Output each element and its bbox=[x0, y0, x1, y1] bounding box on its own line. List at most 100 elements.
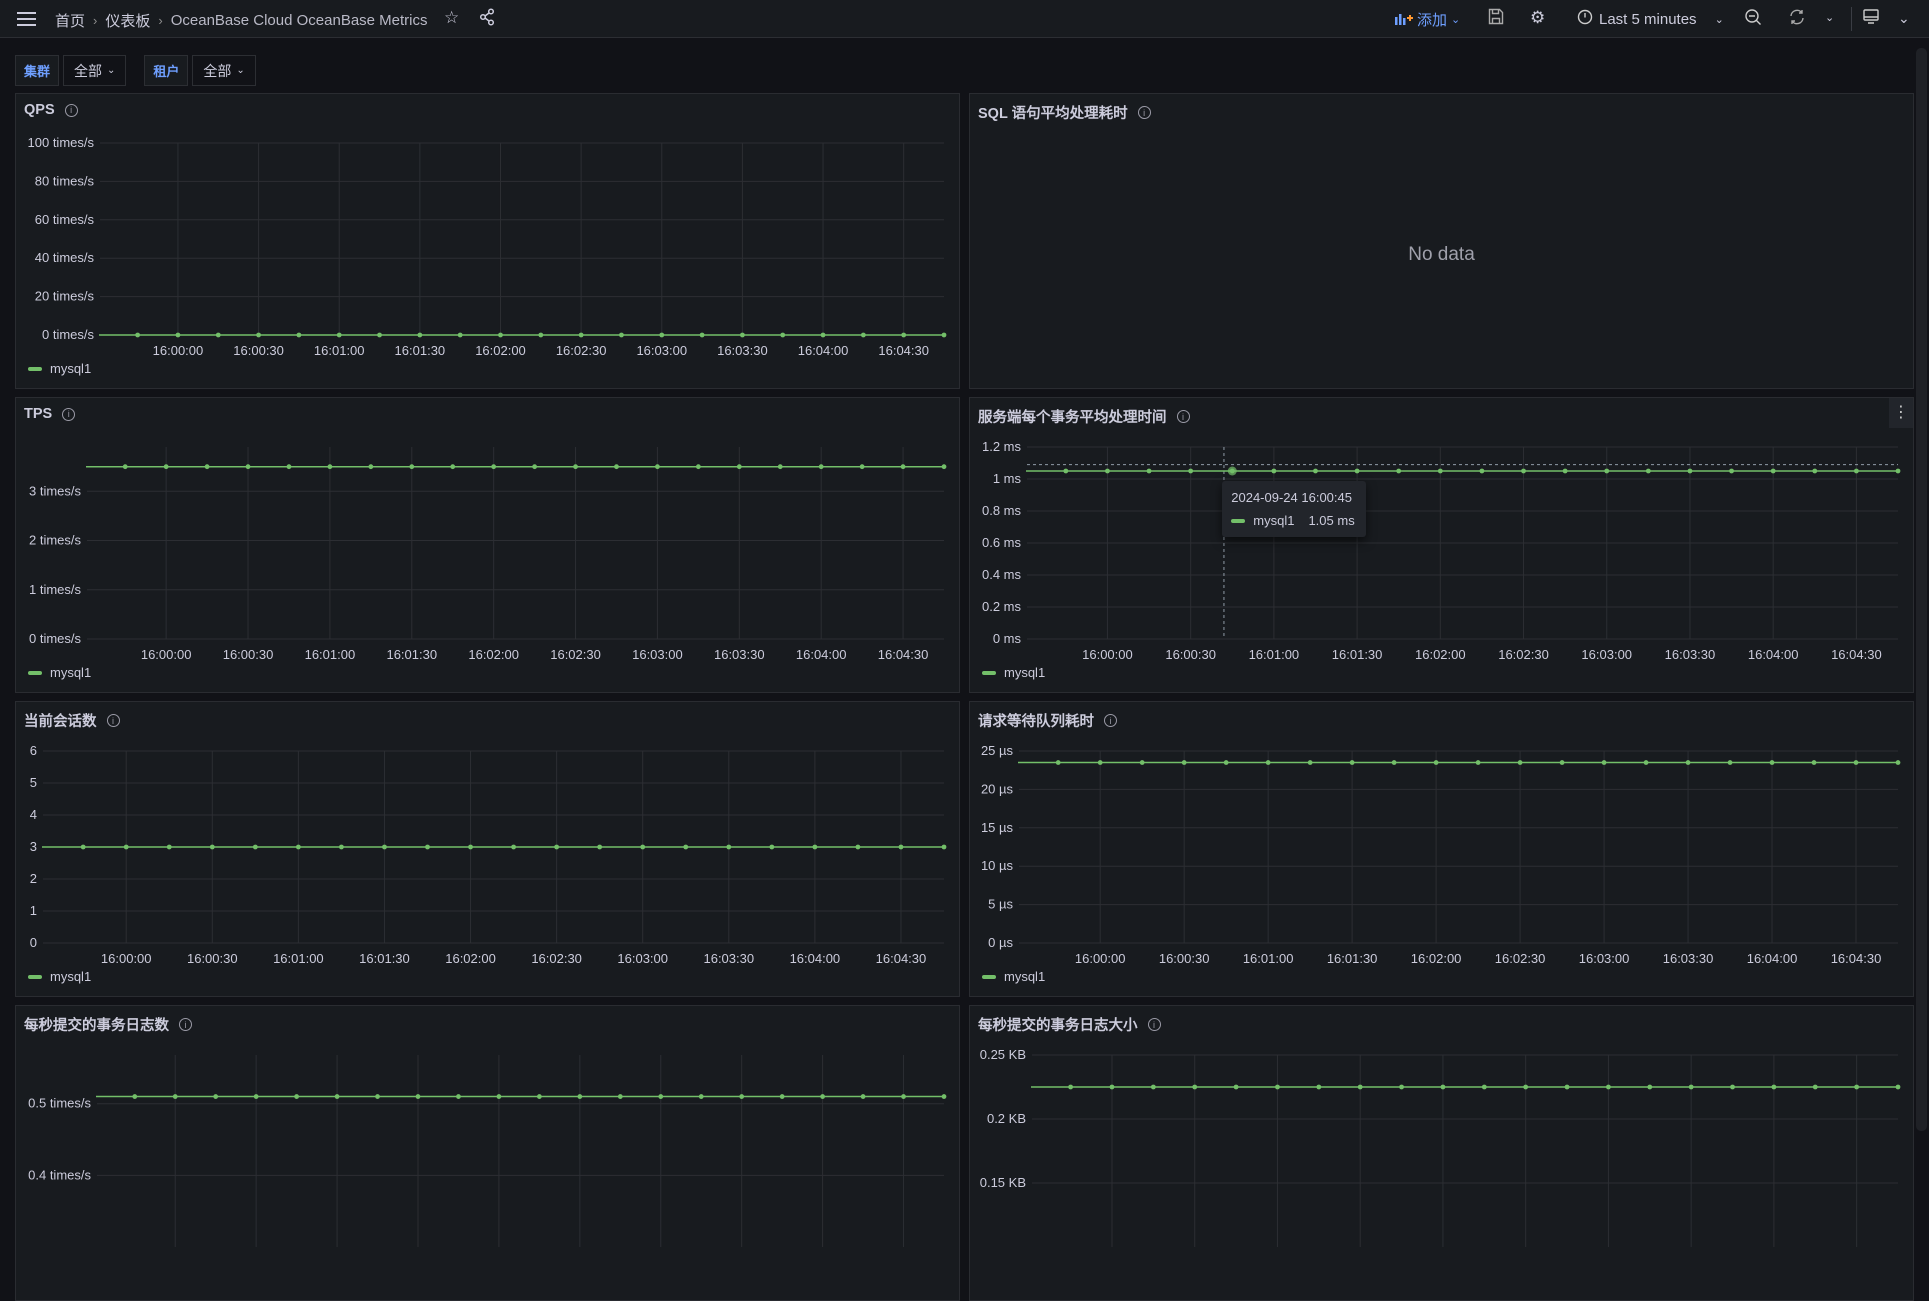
y-tick-label: 25 µs bbox=[981, 743, 1014, 758]
data-point bbox=[256, 332, 261, 338]
scrollbar[interactable] bbox=[1916, 48, 1927, 1131]
data-point bbox=[204, 464, 210, 470]
chevron-down-icon: ⌄ bbox=[1451, 14, 1461, 26]
time-range-label: Last 5 minutes bbox=[1599, 10, 1697, 28]
menu-icon[interactable] bbox=[17, 12, 36, 26]
legend-swatch bbox=[28, 974, 42, 979]
data-point bbox=[1475, 760, 1481, 765]
gear-icon[interactable]: ⚙ bbox=[1530, 8, 1546, 27]
hover-point bbox=[1227, 466, 1237, 476]
data-point bbox=[1854, 1084, 1860, 1090]
tenant-select[interactable]: 全部 ⌄ bbox=[192, 55, 256, 86]
x-tick-label: 16:04:00 bbox=[1748, 647, 1799, 662]
panel-title-text: 每秒提交的事务日志数 bbox=[24, 1018, 169, 1034]
info-icon[interactable]: i bbox=[1176, 410, 1190, 423]
zoom-out-icon[interactable] bbox=[1744, 8, 1762, 31]
info-icon[interactable]: i bbox=[1137, 106, 1151, 119]
data-point bbox=[450, 464, 456, 470]
legend-label: mysql1 bbox=[1004, 969, 1046, 984]
data-point bbox=[1730, 1084, 1735, 1090]
panel-menu-button[interactable]: ⋮ bbox=[1889, 398, 1913, 428]
data-point bbox=[377, 332, 382, 338]
panel-title[interactable]: 每秒提交的事务日志大小 i bbox=[978, 1014, 1161, 1035]
data-point bbox=[726, 844, 732, 850]
time-series-chart[interactable]: 0.4 times/s 0.5 times/s bbox=[16, 1006, 960, 1301]
data-point bbox=[1517, 760, 1523, 765]
info-icon[interactable]: i bbox=[1147, 1018, 1161, 1031]
x-tick-label: 16:03:30 bbox=[714, 647, 765, 662]
data-point bbox=[941, 844, 947, 850]
time-series-chart[interactable]: 0 times/s 20 times/s 40 times/s 60 times/s 8… bbox=[16, 94, 960, 389]
data-point bbox=[1271, 468, 1277, 474]
x-tick-label: 16:01:00 bbox=[273, 951, 324, 966]
panel-title[interactable]: TPS i bbox=[24, 406, 76, 422]
y-tick-label: 0.25 KB bbox=[980, 1047, 1026, 1062]
legend-item[interactable]: mysql1 bbox=[982, 969, 1045, 984]
data-point bbox=[1895, 1084, 1901, 1090]
data-point bbox=[941, 1094, 947, 1099]
data-point bbox=[695, 464, 701, 470]
chevron-down-icon[interactable]: ⌄ bbox=[1898, 10, 1910, 26]
y-tick-label: 0.8 ms bbox=[982, 503, 1022, 518]
data-point bbox=[573, 464, 578, 470]
refresh-interval-dropdown[interactable]: ⌄ bbox=[1825, 12, 1835, 24]
data-point bbox=[122, 464, 128, 470]
time-series-chart[interactable]: 0 µs 5 µs 10 µs 15 µs 20 µs 25 µs 16:00:00 16:0… bbox=[970, 702, 1914, 997]
panel-title[interactable]: QPS i bbox=[24, 102, 78, 118]
x-tick-label: 16:03:30 bbox=[703, 951, 754, 966]
panel-title[interactable]: 当前会话数 i bbox=[24, 710, 120, 731]
time-series-chart[interactable]: 0.15 KB 0.2 KB 0.25 KB bbox=[970, 1006, 1914, 1301]
breadcrumb-home[interactable]: 首页 bbox=[55, 13, 86, 30]
tooltip-value: 1.05 ms bbox=[1308, 513, 1355, 528]
tenant-select-value: 全部 bbox=[203, 62, 232, 79]
panel-title[interactable]: 服务端每个事务平均处理时间 i bbox=[978, 406, 1190, 427]
x-tick-label: 16:04:30 bbox=[1831, 647, 1882, 662]
data-point bbox=[496, 1094, 502, 1099]
legend-item[interactable]: mysql1 bbox=[28, 969, 91, 984]
y-tick-label: 4 bbox=[30, 807, 37, 822]
top-navbar: 首页 › 仪表板 › OceanBase Cloud OceanBase Met… bbox=[0, 0, 1929, 38]
data-point bbox=[820, 1094, 826, 1099]
chevron-right-icon: › bbox=[158, 13, 163, 28]
info-icon[interactable]: i bbox=[62, 407, 76, 421]
data-point bbox=[1727, 760, 1733, 765]
info-icon[interactable]: i bbox=[1104, 714, 1117, 727]
data-point bbox=[1146, 468, 1152, 474]
share-icon[interactable] bbox=[479, 8, 495, 31]
panel-title[interactable]: 请求等待队列耗时 i bbox=[978, 710, 1117, 731]
x-tick-label: 16:03:00 bbox=[617, 951, 668, 966]
y-tick-label: 5 bbox=[30, 775, 37, 790]
add-button[interactable]: 添加 ⌄ bbox=[1395, 9, 1460, 30]
panel-title[interactable]: 每秒提交的事务日志数 i bbox=[24, 1014, 192, 1035]
data-point bbox=[536, 1094, 542, 1099]
data-point bbox=[1265, 760, 1271, 765]
data-point bbox=[123, 844, 129, 850]
star-icon[interactable]: ☆ bbox=[444, 8, 460, 27]
time-series-chart[interactable]: 0 1 2 3 4 5 6 16:00:00 16:00:30 16:01:00 16:01:30 1… bbox=[16, 702, 960, 997]
data-point bbox=[538, 332, 544, 338]
save-icon[interactable] bbox=[1488, 8, 1504, 30]
panel-title[interactable]: SQL 语句平均处理耗时 i bbox=[978, 102, 1151, 123]
info-icon[interactable]: i bbox=[64, 103, 78, 117]
cluster-select[interactable]: 全部 ⌄ bbox=[63, 55, 127, 86]
add-label: 添加 bbox=[1417, 12, 1448, 29]
data-point bbox=[1812, 468, 1818, 474]
data-point bbox=[860, 1094, 866, 1099]
info-icon[interactable]: i bbox=[179, 1018, 192, 1031]
refresh-icon[interactable] bbox=[1788, 8, 1806, 31]
data-point bbox=[1349, 760, 1355, 765]
info-icon[interactable]: i bbox=[106, 714, 120, 727]
time-series-chart[interactable]: 0 times/s 1 times/s 2 times/s 3 times/s 16:0… bbox=[16, 398, 960, 693]
time-series-chart[interactable]: 0 ms 0.2 ms 0.4 ms 0.6 ms 0.8 ms 1 ms 1.2 ms 16… bbox=[970, 398, 1914, 693]
legend-item[interactable]: mysql1 bbox=[28, 361, 91, 376]
legend-item[interactable]: mysql1 bbox=[982, 665, 1045, 680]
time-range-picker[interactable]: Last 5 minutes ⌄ bbox=[1577, 9, 1724, 29]
x-tick-label: 16:00:00 bbox=[1082, 647, 1133, 662]
data-point bbox=[532, 464, 538, 470]
monitor-icon[interactable] bbox=[1862, 8, 1880, 31]
x-tick-label: 16:00:30 bbox=[187, 951, 238, 966]
legend-swatch bbox=[28, 366, 42, 371]
legend-item[interactable]: mysql1 bbox=[28, 665, 91, 680]
x-tick-label: 16:01:30 bbox=[395, 343, 446, 358]
breadcrumb-dashboards[interactable]: 仪表板 bbox=[105, 13, 151, 30]
